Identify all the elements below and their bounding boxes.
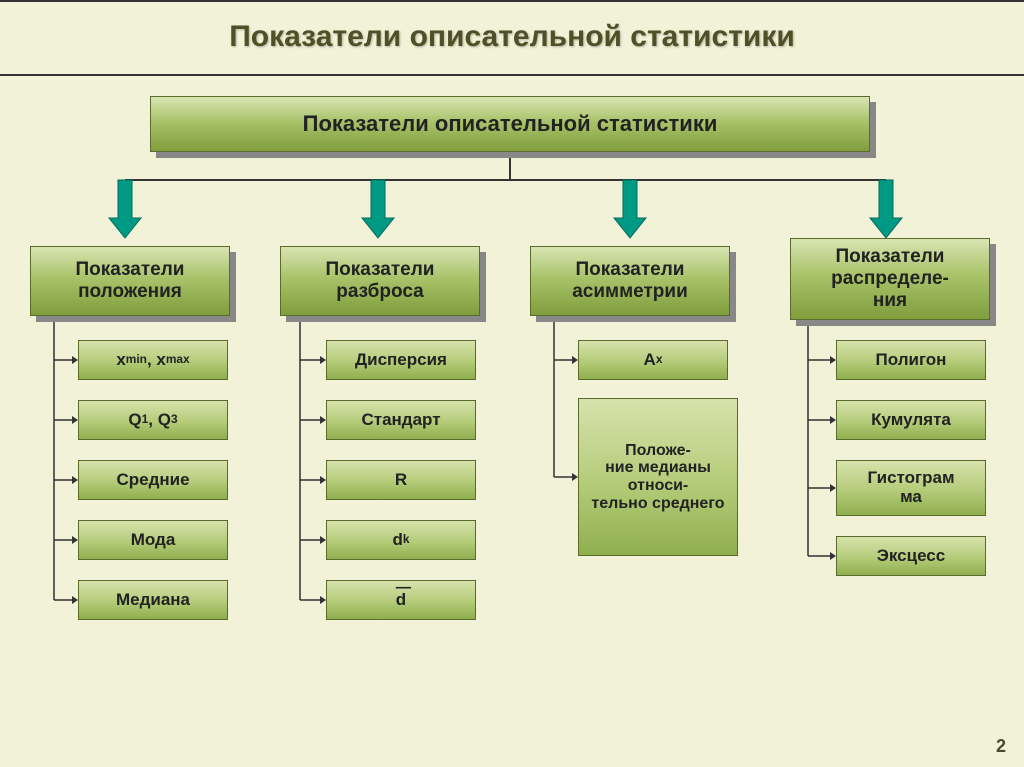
leaf-1-3: dk bbox=[326, 520, 476, 560]
leaf-3-3: Эксцесс bbox=[836, 536, 986, 576]
title-band: Показатели описательной статистики bbox=[0, 0, 1024, 76]
leaf-1-1: Стандарт bbox=[326, 400, 476, 440]
column-header-1: Показатели разброса bbox=[280, 246, 480, 316]
column-header-2: Показатели асимметрии bbox=[530, 246, 730, 316]
leaf-3-0: Полигон bbox=[836, 340, 986, 380]
leaf-0-4: Медиана bbox=[78, 580, 228, 620]
leaf-0-3: Мода bbox=[78, 520, 228, 560]
leaf-3-1: Кумулята bbox=[836, 400, 986, 440]
column-header-3: Показатели распределе-ния bbox=[790, 238, 990, 320]
leaf-0-1: Q1, Q3 bbox=[78, 400, 228, 440]
leaf-2-0: Ax bbox=[578, 340, 728, 380]
leaf-0-2: Средние bbox=[78, 460, 228, 500]
leaf-0-0: xmin, xmax bbox=[78, 340, 228, 380]
leaf-1-2: R bbox=[326, 460, 476, 500]
column-header-0: Показатели положения bbox=[30, 246, 230, 316]
page-title: Показатели описательной статистики bbox=[0, 20, 1024, 54]
leaf-1-0: Дисперсия bbox=[326, 340, 476, 380]
leaf-3-2: Гистограмма bbox=[836, 460, 986, 516]
diagram-canvas: Показатели описательной статистики Показа… bbox=[0, 76, 1024, 736]
leaf-1-4: —d bbox=[326, 580, 476, 620]
page-number: 2 bbox=[996, 736, 1006, 757]
leaf-2-1: Положе-ние медианы относи-тельно среднег… bbox=[578, 398, 738, 556]
root-box: Показатели описательной статистики bbox=[150, 96, 870, 152]
